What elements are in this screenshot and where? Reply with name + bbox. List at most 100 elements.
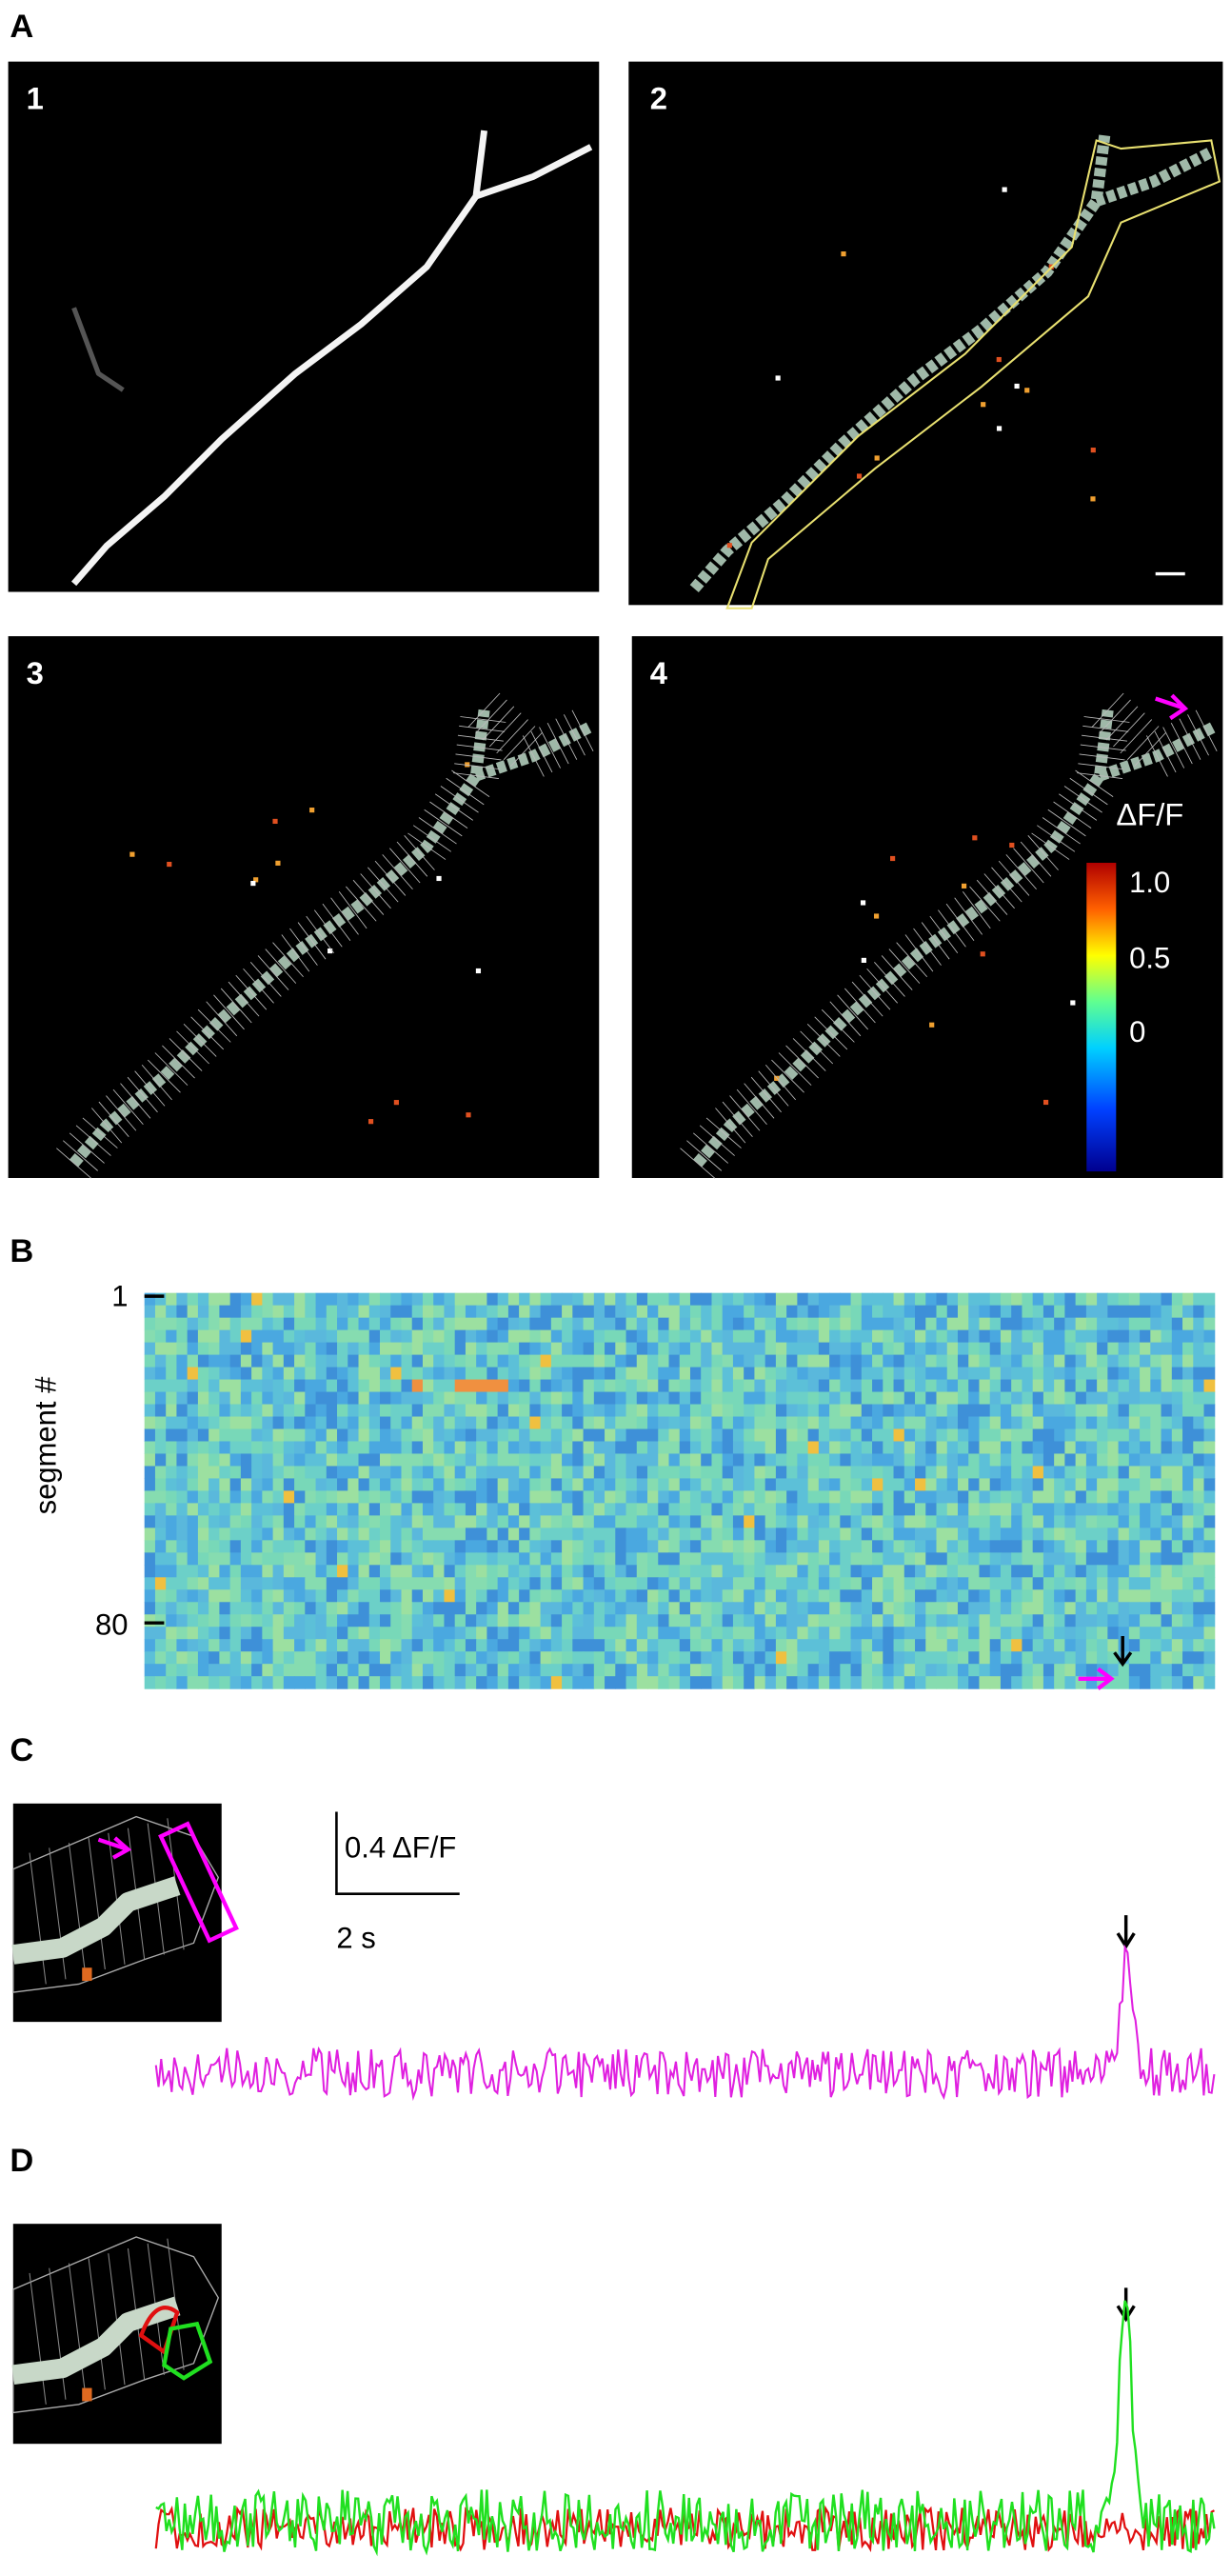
heatmap-cell — [283, 1614, 295, 1627]
heatmap-cell — [1118, 1379, 1130, 1393]
heatmap-cell — [754, 1354, 766, 1368]
heatmap-cell — [593, 1305, 606, 1319]
heatmap-cell — [497, 1639, 509, 1652]
heatmap-cell — [764, 1639, 777, 1652]
heatmap-cell — [1022, 1565, 1034, 1578]
heatmap-cell — [936, 1627, 948, 1640]
heatmap-cell — [936, 1342, 948, 1356]
heatmap-cell — [840, 1515, 852, 1528]
hot-pixel — [466, 1112, 471, 1118]
heatmap-cell — [903, 1342, 916, 1356]
heatmap-cell — [1042, 1490, 1055, 1504]
heatmap-cell — [689, 1614, 702, 1627]
heatmap-cell — [936, 1515, 948, 1528]
heatmap-cell — [1085, 1416, 1098, 1430]
heatmap-cell — [625, 1404, 638, 1418]
heatmap-cell — [251, 1503, 263, 1516]
heatmap-cell — [305, 1651, 317, 1665]
heatmap-cell — [647, 1354, 659, 1368]
heatmap-cell — [1032, 1614, 1044, 1627]
heatmap-cell — [347, 1404, 360, 1418]
heatmap-cell — [154, 1404, 167, 1418]
heatmap-cell — [668, 1651, 681, 1665]
heatmap-cell — [358, 1428, 370, 1442]
heatmap-cell — [1097, 1453, 1108, 1467]
heatmap-cell — [807, 1478, 820, 1491]
heatmap-cell — [989, 1565, 1002, 1578]
heatmap-cell — [605, 1391, 616, 1406]
heatmap-cell — [605, 1416, 616, 1430]
heatmap-cell — [744, 1589, 755, 1603]
heatmap-cell — [486, 1552, 499, 1566]
heatmap-cell — [572, 1404, 585, 1418]
heatmap-cell — [1097, 1329, 1108, 1344]
heatmap-cell — [529, 1342, 542, 1356]
heatmap-cell — [1128, 1416, 1141, 1430]
heatmap-cell — [1171, 1540, 1183, 1553]
heatmap-cell — [829, 1329, 841, 1344]
heatmap-cell — [625, 1354, 638, 1368]
segment-line — [1080, 744, 1126, 751]
heatmap-cell — [722, 1342, 734, 1356]
segment-line — [281, 934, 310, 972]
heatmap-cell — [647, 1305, 659, 1319]
heatmap-cell — [368, 1416, 381, 1430]
heatmap-cell — [1171, 1528, 1183, 1541]
heatmap-cell — [861, 1528, 873, 1541]
heatmap-cell — [818, 1416, 830, 1430]
heatmap-cell — [1022, 1404, 1034, 1418]
heatmap-cell — [229, 1317, 242, 1331]
heatmap-cell — [903, 1466, 916, 1479]
heatmap-cell — [957, 1503, 969, 1516]
heatmap-cell — [1085, 1676, 1098, 1689]
heatmap-cell — [1193, 1317, 1205, 1331]
heatmap-cell — [786, 1367, 798, 1381]
heatmap-cell — [390, 1453, 403, 1467]
heatmap-cell — [347, 1292, 360, 1307]
heatmap-cell — [166, 1466, 177, 1479]
heatmap-cell — [647, 1391, 659, 1406]
heatmap-cell — [166, 1577, 177, 1590]
heatmap-cell — [946, 1441, 959, 1454]
heatmap-cell — [401, 1651, 413, 1665]
heatmap-cell — [1171, 1329, 1183, 1344]
heatmap-cell — [305, 1490, 317, 1504]
heatmap-cell — [583, 1404, 595, 1418]
heatmap-cell — [946, 1490, 959, 1504]
heatmap-cell — [883, 1589, 895, 1603]
heatmap-cell — [283, 1317, 295, 1331]
heatmap-cell — [166, 1540, 177, 1553]
segment-line — [460, 716, 506, 723]
heatmap-cell — [818, 1404, 830, 1418]
heatmap-cell — [358, 1515, 370, 1528]
heatmap-cell — [476, 1466, 487, 1479]
heatmap-cell — [883, 1639, 895, 1652]
heatmap-cell — [187, 1490, 199, 1504]
heatmap-cell — [647, 1416, 659, 1430]
heatmap-cell — [187, 1354, 199, 1368]
heatmap-cell — [497, 1354, 509, 1368]
heatmap-cell — [701, 1490, 712, 1504]
heatmap-cell — [411, 1627, 424, 1640]
heatmap-cell — [989, 1391, 1002, 1406]
heatmap-cell — [1085, 1602, 1098, 1615]
heatmap-cell — [562, 1317, 573, 1331]
heatmap-cell — [903, 1515, 916, 1528]
heatmap-cell — [1193, 1639, 1205, 1652]
segment-line — [1063, 786, 1102, 813]
heatmap-cell — [422, 1664, 434, 1677]
heatmap-cell — [711, 1490, 724, 1504]
heatmap-cell — [229, 1342, 242, 1356]
heatmap-cell — [957, 1428, 969, 1442]
heatmap-cell — [550, 1577, 563, 1590]
heatmap-cell — [347, 1305, 360, 1319]
heatmap-cell — [422, 1676, 434, 1689]
heatmap-cell — [390, 1614, 403, 1627]
heatmap-cell — [154, 1317, 167, 1331]
heatmap-cell — [1171, 1379, 1183, 1393]
heatmap-cell — [764, 1292, 777, 1307]
heatmap-cell — [240, 1354, 252, 1368]
heatmap-cell — [411, 1428, 424, 1442]
heatmap-cell — [1085, 1292, 1098, 1307]
heatmap-cell — [166, 1441, 177, 1454]
